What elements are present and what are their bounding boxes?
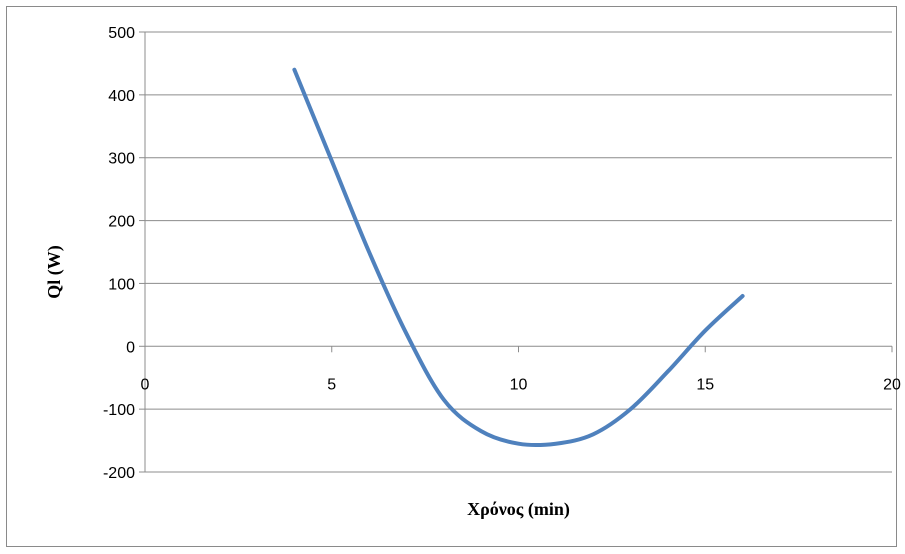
series-group (292, 67, 745, 448)
y-tick-label: 300 (108, 151, 135, 168)
y-tick-labels: 500 400 300 200 100 0 -100 -200 (103, 25, 135, 482)
x-tick-labels: 0 5 10 15 20 (141, 376, 901, 393)
y-tick-label: 100 (108, 276, 135, 293)
x-tick-label: 20 (883, 376, 901, 393)
chart-frame (6, 6, 897, 547)
y-axis-title: Ql (W) (44, 245, 65, 299)
x-tick-label: 5 (327, 376, 336, 393)
y-tick-label: 500 (108, 25, 135, 42)
y-tick-label: 400 (108, 88, 135, 105)
axes (139, 31, 893, 473)
y-tick-label: 200 (108, 214, 135, 231)
y-tick-label: -200 (103, 465, 135, 482)
x-tick-label: 0 (141, 376, 150, 393)
y-tick-label: 0 (126, 339, 135, 356)
x-tick-label: 10 (510, 376, 528, 393)
series-line (292, 67, 745, 448)
y-tick-label: -100 (103, 402, 135, 419)
gridlines (145, 31, 892, 473)
x-tick-label: 15 (696, 376, 714, 393)
x-axis-title: Χρόνος (min) (467, 499, 570, 520)
